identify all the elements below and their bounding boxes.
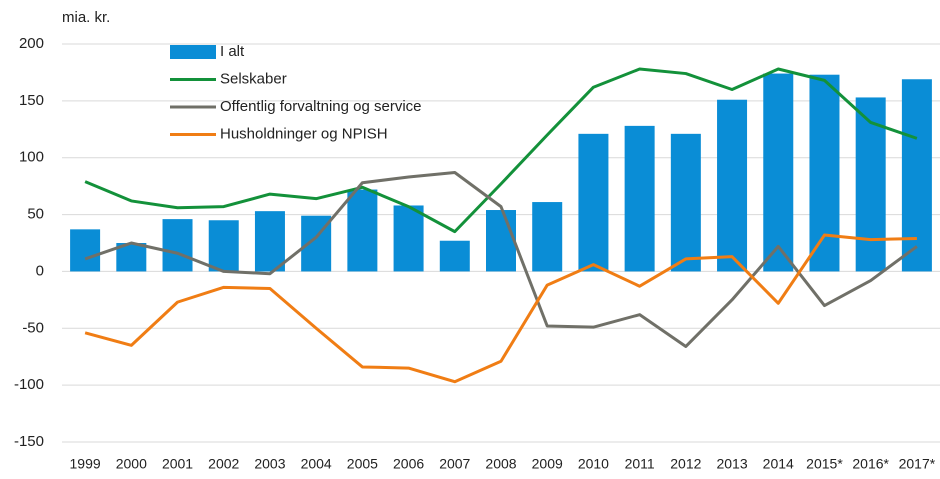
bar [624, 125, 655, 272]
bar [254, 211, 285, 272]
legend-label: Selskaber [220, 70, 287, 87]
y-tick-label: -150 [14, 433, 44, 450]
bar [70, 229, 101, 272]
y-tick-label: 100 [19, 149, 44, 166]
y-tick-label: -100 [14, 376, 44, 393]
line [84, 170, 918, 348]
x-tick-label: 2004 [301, 456, 332, 472]
x-tick-label: 1999 [70, 456, 101, 472]
x-tick-label: 2014 [763, 456, 794, 472]
x-tick-label: 2007 [439, 456, 470, 472]
line [84, 233, 917, 384]
bar [763, 73, 794, 272]
x-tick-label: 2006 [393, 456, 424, 472]
x-tick-label: 2008 [485, 456, 516, 472]
y-tick-label: 0 [36, 262, 44, 279]
y-axis-label: mia. kr. [62, 9, 110, 26]
x-tick-label: 2003 [254, 456, 285, 472]
bar [809, 74, 840, 272]
x-tick-label: 2000 [116, 456, 147, 472]
bar [578, 133, 609, 272]
bar [393, 205, 424, 272]
x-tick-label: 2016* [852, 456, 889, 472]
legend-swatch [170, 45, 216, 59]
y-tick-label: -50 [22, 319, 44, 336]
x-tick-label: 2011 [625, 456, 655, 472]
bar [208, 220, 239, 272]
x-tick-label: 2001 [162, 456, 193, 472]
x-tick-label: 2009 [532, 456, 563, 472]
x-tick-label: 2017* [899, 456, 936, 472]
bar [439, 240, 470, 272]
y-tick-label: 150 [19, 92, 44, 109]
legend-label: I alt [220, 43, 245, 60]
legend-label: Offentlig forvaltning og service [220, 98, 422, 115]
bar [532, 202, 563, 272]
bar [486, 210, 516, 272]
bar [347, 189, 378, 272]
x-tick-label: 2012 [670, 456, 701, 472]
bar [162, 219, 193, 272]
y-tick-label: 200 [19, 35, 44, 52]
bar [717, 99, 748, 272]
x-tick-label: 2015* [806, 456, 843, 472]
legend-label: Husholdninger og NPISH [220, 125, 388, 142]
x-tick-label: 2013 [716, 456, 747, 472]
x-tick-label: 2002 [208, 456, 239, 472]
x-tick-label: 2005 [347, 456, 378, 472]
bar [670, 133, 701, 272]
y-tick-label: 50 [27, 206, 44, 223]
x-tick-label: 2010 [578, 456, 609, 472]
line [84, 67, 918, 234]
bar [901, 79, 932, 272]
